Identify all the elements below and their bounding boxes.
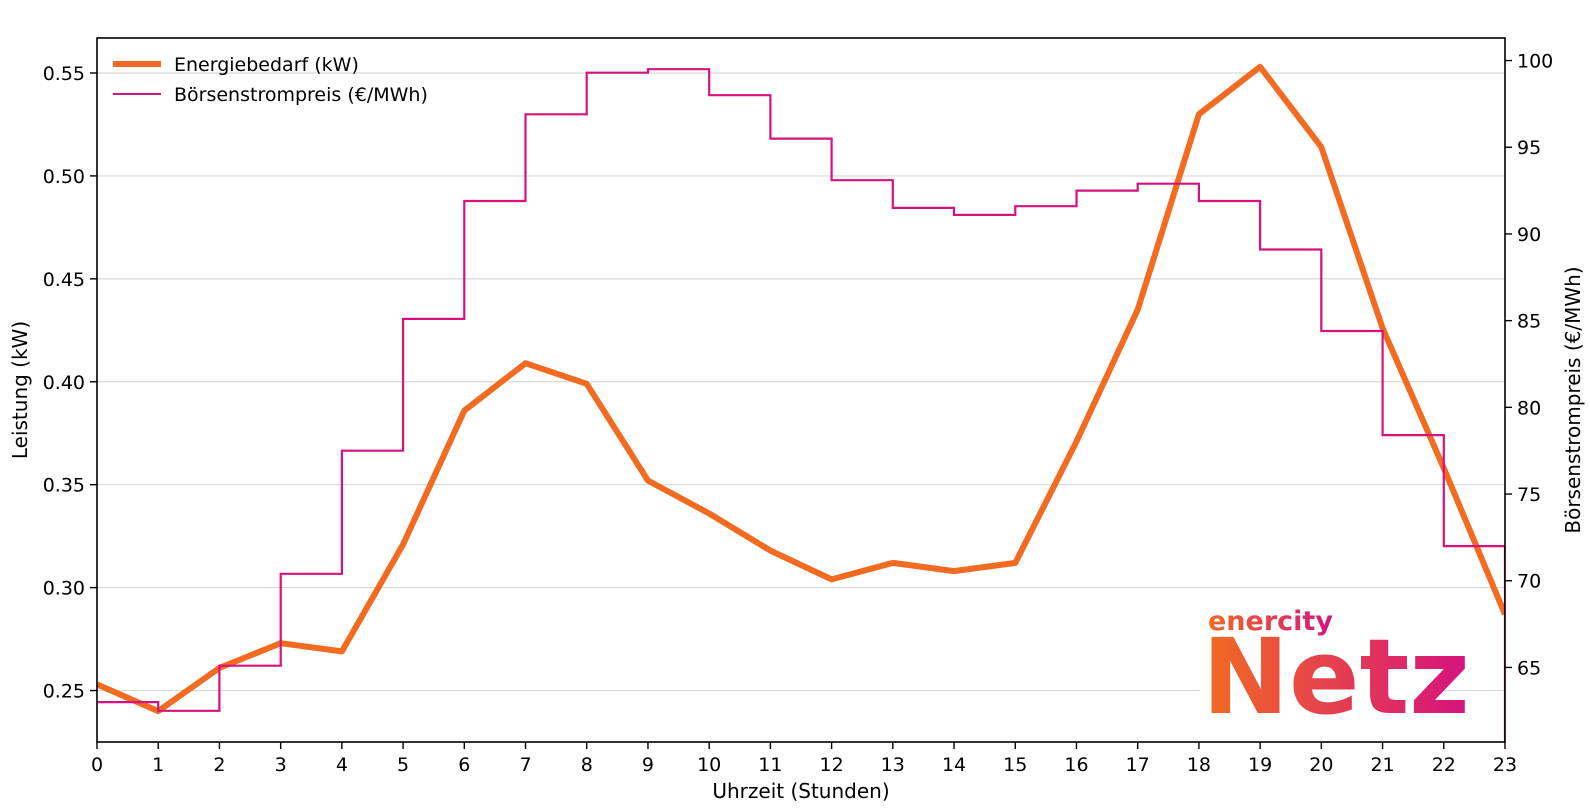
- y-right-tick-label: 65: [1517, 657, 1541, 679]
- x-tick-label: 23: [1493, 754, 1517, 776]
- y-axis-left-label: Leistung (kW): [8, 321, 32, 459]
- plot-frame: [96, 37, 1506, 743]
- x-tick-label: 1: [152, 754, 164, 776]
- x-tick-label: 10: [697, 754, 721, 776]
- y-right-tick-label: 75: [1517, 484, 1541, 506]
- x-tick-label: 15: [1003, 754, 1027, 776]
- logo-name-text: Netz: [1202, 616, 1470, 738]
- x-tick-label: 7: [519, 754, 531, 776]
- x-tick-label: 12: [820, 754, 844, 776]
- x-tick-label: 6: [458, 754, 470, 776]
- gridlines: [97, 72, 1505, 692]
- y-left-tick-label: 0.40: [43, 372, 85, 394]
- y-axis-right-ticks: 65 70 75 80 85 90 95 100: [1505, 51, 1553, 679]
- legend-label-energiebedarf: Energiebedarf (kW): [174, 54, 359, 76]
- x-tick-label: 13: [881, 754, 905, 776]
- x-tick-label: 8: [581, 754, 593, 776]
- x-tick-label: 3: [275, 754, 287, 776]
- x-tick-label: 0: [91, 754, 103, 776]
- x-tick-label: 14: [942, 754, 966, 776]
- x-tick-label: 21: [1370, 754, 1394, 776]
- y-right-tick-label: 100: [1517, 51, 1553, 73]
- x-tick-label: 17: [1126, 754, 1150, 776]
- x-axis-ticks: 0 1 2 3 4 5 6 7 8 9 10 11 12 13 14 15 16 17 18 19 20 21 22 23: [91, 742, 1517, 776]
- y-right-tick-label: 80: [1517, 397, 1541, 419]
- y-right-tick-label: 70: [1517, 571, 1541, 593]
- x-tick-label: 20: [1309, 754, 1333, 776]
- y-left-tick-label: 0.45: [43, 269, 85, 291]
- y-axis-right-label: Börsenstrompreis (€/MWh): [1561, 266, 1585, 533]
- x-tick-label: 5: [397, 754, 409, 776]
- x-tick-label: 9: [642, 754, 654, 776]
- x-tick-label: 2: [213, 754, 225, 776]
- logo-brand-text: enercity: [1208, 606, 1333, 637]
- x-tick-label: 4: [336, 754, 348, 776]
- y-right-tick-label: 85: [1517, 311, 1541, 333]
- y-axis-left-ticks: 0.25 0.30 0.35 0.40 0.45 0.50 0.55: [43, 63, 97, 703]
- series-layer: [97, 63, 1505, 742]
- x-tick-label: 18: [1187, 754, 1211, 776]
- y-left-tick-label: 0.55: [43, 63, 85, 85]
- y-left-tick-label: 0.50: [43, 166, 85, 188]
- legend-label-boersenstrompreis: Börsenstrompreis (€/MWh): [174, 84, 428, 106]
- x-tick-label: 16: [1064, 754, 1088, 776]
- series-line-boersenstrompreis: [97, 68, 1505, 742]
- y-right-tick-label: 95: [1517, 137, 1541, 159]
- y-left-tick-label: 0.25: [43, 681, 85, 703]
- legend: Energiebedarf (kW) Börsenstrompreis (€/M…: [113, 54, 428, 106]
- y-left-tick-label: 0.35: [43, 475, 85, 497]
- x-tick-label: 22: [1432, 754, 1456, 776]
- y-right-tick-label: 90: [1517, 224, 1541, 246]
- x-axis-label: Uhrzeit (Stunden): [712, 779, 889, 803]
- series-line-energiebedarf: [97, 63, 1505, 715]
- logo-background: [1200, 598, 1440, 724]
- x-tick-label: 11: [758, 754, 782, 776]
- enercity-netz-logo: enercity Netz: [1200, 598, 1470, 738]
- y-left-tick-label: 0.30: [43, 578, 85, 600]
- x-tick-label: 19: [1248, 754, 1272, 776]
